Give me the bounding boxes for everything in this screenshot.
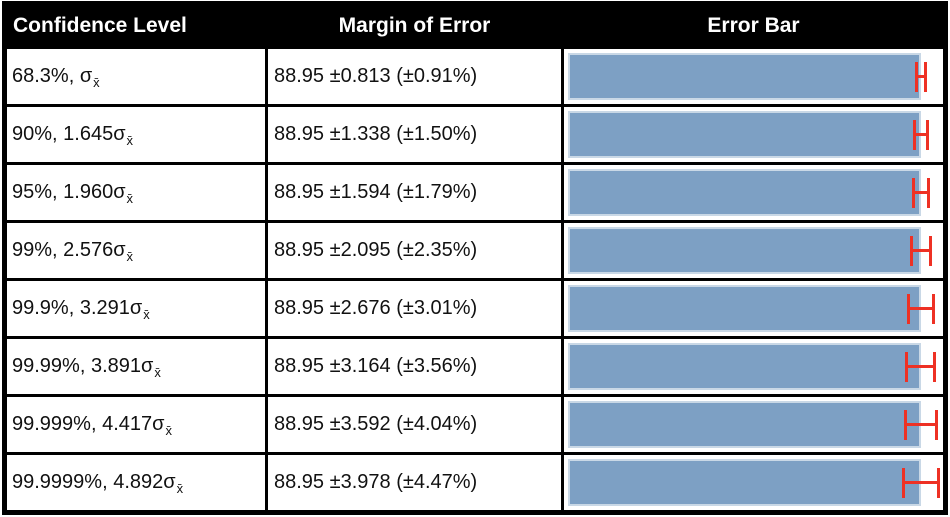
header-margin-of-error: Margin of Error	[265, 14, 561, 38]
margin-of-error-cell: 88.95 ±3.592 (±4.04%)	[265, 397, 561, 452]
sigma-subscript: x̄	[154, 365, 161, 380]
error-whisker-line	[912, 249, 930, 252]
margin-of-error-cell: 88.95 ±3.164 (±3.56%)	[265, 339, 561, 394]
sigma-subscript: x̄	[126, 133, 134, 148]
margin-text: 88.95 ±1.338 (±1.50%)	[274, 123, 478, 145]
value-bar	[568, 459, 921, 506]
error-bar-cell	[561, 281, 943, 336]
error-whisker-line	[910, 307, 932, 310]
table-row: 99.999%, 4.417σ x̄ 88.95 ±3.592 (±4.04%)	[7, 394, 943, 452]
margin-text: 88.95 ±1.594 (±1.79%)	[274, 181, 478, 203]
error-whisker-line	[915, 133, 927, 136]
confidence-label: 90%, 1.645σ	[12, 123, 126, 145]
confidence-label: 99.99%, 3.891σ	[12, 355, 154, 377]
margin-of-error-cell: 88.95 ±1.594 (±1.79%)	[265, 165, 561, 220]
margin-text: 88.95 ±3.978 (±4.47%)	[274, 471, 478, 493]
error-whisker-icon	[909, 235, 933, 266]
confidence-level-cell: 95%, 1.960σ x̄	[7, 165, 265, 220]
sigma-subscript: x̄	[93, 75, 100, 90]
confidence-level-cell: 99.99%, 3.891σ x̄	[7, 339, 265, 394]
margin-text: 88.95 ±2.095 (±2.35%)	[274, 239, 478, 261]
table-row: 95%, 1.960σ x̄ 88.95 ±1.594 (±1.79%)	[7, 162, 943, 220]
error-whisker-icon	[912, 119, 930, 150]
table-body: 68.3%, σ x̄ 88.95 ±0.813 (±0.91%) 90%, 1.…	[7, 46, 943, 510]
margin-of-error-cell: 88.95 ±0.813 (±0.91%)	[265, 49, 561, 104]
value-bar	[568, 53, 921, 100]
error-whisker-icon	[907, 293, 935, 324]
error-whisker-line	[917, 75, 925, 78]
confidence-level-cell: 99%, 2.576σ x̄	[7, 223, 265, 278]
margin-of-error-cell: 88.95 ±2.095 (±2.35%)	[265, 223, 561, 278]
sigma-subscript: x̄	[176, 481, 184, 496]
error-whisker-line	[906, 423, 936, 426]
margin-text: 88.95 ±3.592 (±4.04%)	[274, 413, 478, 435]
sigma-subscript: x̄	[126, 249, 134, 264]
table-row: 99.9999%, 4.892σ x̄ 88.95 ±3.978 (±4.47%)	[7, 452, 943, 510]
confidence-level-cell: 99.999%, 4.417σ x̄	[7, 397, 265, 452]
error-bar-cell	[561, 397, 943, 452]
error-whisker-icon	[914, 61, 928, 92]
value-bar	[568, 111, 921, 158]
sigma-subscript: x̄	[143, 307, 150, 322]
margin-text: 88.95 ±2.676 (±3.01%)	[274, 297, 478, 319]
error-bar-cell	[561, 107, 943, 162]
confidence-label: 68.3%, σ	[12, 65, 93, 87]
margin-of-error-cell: 88.95 ±1.338 (±1.50%)	[265, 107, 561, 162]
error-whisker-icon	[905, 351, 937, 382]
error-bar-cell	[561, 165, 943, 220]
margin-of-error-cell: 88.95 ±2.676 (±3.01%)	[265, 281, 561, 336]
confidence-label: 99.9999%, 4.892σ	[12, 471, 176, 493]
margin-of-error-cell: 88.95 ±3.978 (±4.47%)	[265, 455, 561, 510]
error-whisker-line	[908, 365, 934, 368]
error-bar-cell	[561, 455, 943, 510]
sigma-subscript: x̄	[165, 423, 172, 438]
confidence-label: 99.9%, 3.291σ	[12, 297, 143, 319]
confidence-label: 99.999%, 4.417σ	[12, 413, 165, 435]
error-whisker-line	[914, 191, 928, 194]
confidence-level-cell: 90%, 1.645σ x̄	[7, 107, 265, 162]
header-confidence-level: Confidence Level	[13, 14, 187, 37]
header-error-bar: Error Bar	[561, 14, 943, 38]
confidence-label: 99%, 2.576σ	[12, 239, 126, 261]
confidence-level-cell: 99.9999%, 4.892σ x̄	[7, 455, 265, 510]
value-bar	[568, 285, 921, 332]
table-row: 90%, 1.645σ x̄ 88.95 ±1.338 (±1.50%)	[7, 104, 943, 162]
confidence-level-cell: 99.9%, 3.291σ x̄	[7, 281, 265, 336]
margin-text: 88.95 ±3.164 (±3.56%)	[274, 355, 478, 377]
margin-text: 88.95 ±0.813 (±0.91%)	[274, 65, 478, 87]
error-bar-cell	[561, 49, 943, 104]
confidence-level-cell: 68.3%, σ x̄	[7, 49, 265, 104]
sigma-subscript: x̄	[126, 191, 134, 206]
table-row: 68.3%, σ x̄ 88.95 ±0.813 (±0.91%)	[7, 46, 943, 104]
error-whisker-icon	[903, 409, 939, 440]
value-bar	[568, 169, 921, 216]
value-bar	[568, 227, 921, 274]
error-whisker-line	[905, 481, 937, 484]
table-row: 99%, 2.576σ x̄ 88.95 ±2.095 (±2.35%)	[7, 220, 943, 278]
table-header-row: Confidence Level Margin of Error Error B…	[7, 6, 943, 46]
error-whisker-icon	[911, 177, 931, 208]
value-bar	[568, 343, 921, 390]
error-bar-cell	[561, 339, 943, 394]
table-row: 99.9%, 3.291σ x̄ 88.95 ±2.676 (±3.01%)	[7, 278, 943, 336]
confidence-label: 95%, 1.960σ	[12, 181, 126, 203]
error-whisker-icon	[902, 467, 940, 498]
value-bar	[568, 401, 921, 448]
error-bar-cell	[561, 223, 943, 278]
table-row: 99.99%, 3.891σ x̄ 88.95 ±3.164 (±3.56%)	[7, 336, 943, 394]
